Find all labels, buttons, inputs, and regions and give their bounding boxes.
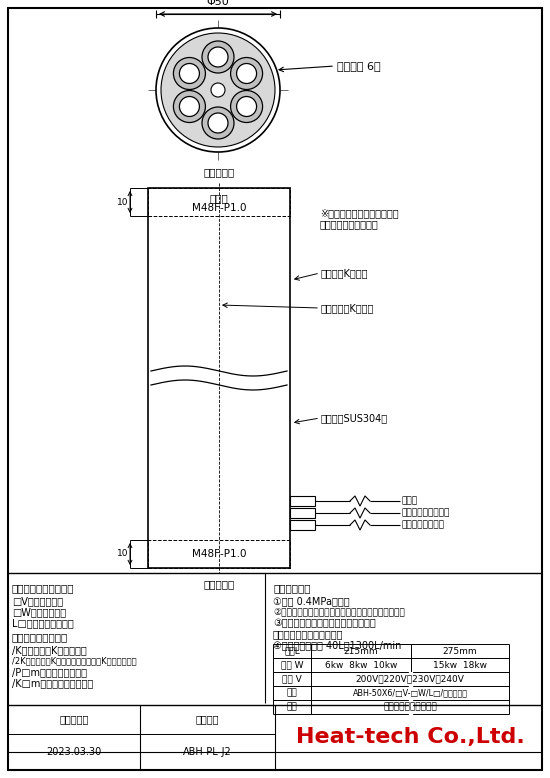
Circle shape xyxy=(156,28,280,152)
Circle shape xyxy=(211,83,225,97)
Circle shape xyxy=(208,47,228,67)
Circle shape xyxy=(179,96,200,117)
Text: M48F-P1.0: M48F-P1.0 xyxy=(192,549,246,559)
Text: L□　基準管長の指定: L□ 基準管長の指定 xyxy=(12,618,74,628)
Circle shape xyxy=(179,64,200,83)
Bar xyxy=(148,188,290,568)
Text: 型式: 型式 xyxy=(287,689,298,698)
Text: 熱風吹出口: 熱風吹出口 xyxy=(204,167,235,177)
Circle shape xyxy=(236,64,257,83)
Text: 内ネジ: 内ネジ xyxy=(210,193,228,203)
Text: ①耗圧 0.4MPaです。: ①耗圧 0.4MPaです。 xyxy=(273,596,350,606)
Text: 2023.03.30: 2023.03.30 xyxy=(46,747,102,757)
Text: ③低温気体を供給せずに加熱すると、: ③低温気体を供給せずに加熱すると、 xyxy=(273,618,376,628)
Text: 275mm: 275mm xyxy=(443,647,477,656)
Text: /2K　熱風温度K熱電対と発熱体温度K熱電対の追加: /2K 熱風温度K熱電対と発熱体温度K熱電対の追加 xyxy=(12,656,136,665)
Circle shape xyxy=(230,90,262,122)
Text: 気体供給口: 気体供給口 xyxy=(204,579,235,589)
Text: Φ50: Φ50 xyxy=(207,0,229,7)
Bar xyxy=(290,520,315,530)
Text: 熱風温度熱電対線: 熱風温度熱電対線 xyxy=(402,520,445,530)
Text: ②供給気体はオイルミスト、水源を除去して下さい。: ②供給気体はオイルミスト、水源を除去して下さい。 xyxy=(273,607,405,616)
Text: /P□m　電源線長の指定: /P□m 電源線長の指定 xyxy=(12,667,87,677)
Bar xyxy=(290,496,315,506)
Text: ヒーターが焼損します。: ヒーターが焼損します。 xyxy=(273,629,344,639)
Text: 品名: 品名 xyxy=(287,703,298,712)
Text: 並列大型熱風ヒーター: 並列大型熱風ヒーター xyxy=(383,703,437,712)
Text: 「注意事項」: 「注意事項」 xyxy=(273,583,311,593)
Text: 発熱体　 6本: 発熱体 6本 xyxy=(337,61,381,71)
Text: ABH-50X6/□V-□W/L□/オプション: ABH-50X6/□V-□W/L□/オプション xyxy=(353,689,468,698)
Text: 15kw  18kw: 15kw 18kw xyxy=(433,661,487,670)
Text: ④気体流量範囲　 40L～1300L/min: ④気体流量範囲 40L～1300L/min xyxy=(273,640,402,650)
Text: 金属管（SUS304）: 金属管（SUS304） xyxy=(321,413,388,423)
Bar xyxy=(148,540,290,568)
Text: 図面番号: 図面番号 xyxy=(195,715,219,724)
Circle shape xyxy=(230,58,262,89)
Text: 熱風温度K熱電対: 熱風温度K熱電対 xyxy=(321,268,368,278)
Circle shape xyxy=(161,33,275,147)
Text: □W　電力の指定: □W 電力の指定 xyxy=(12,607,66,617)
Bar xyxy=(290,508,315,518)
Text: □V　電圧の指定: □V 電圧の指定 xyxy=(12,596,63,606)
Circle shape xyxy=(208,113,228,133)
Text: 管長L: 管長L xyxy=(284,647,300,656)
Text: 電力 W: 電力 W xyxy=(280,661,303,670)
Text: 発熱体温度K熱電対: 発熱体温度K熱電対 xyxy=(321,303,375,313)
Text: 特注で作成致します。: 特注で作成致します。 xyxy=(320,219,379,229)
Text: /K　熱風温度K熱電対追加: /K 熱風温度K熱電対追加 xyxy=(12,645,87,655)
Text: 215mm: 215mm xyxy=(344,647,378,656)
Circle shape xyxy=(202,41,234,73)
Text: 「オプション対応」: 「オプション対応」 xyxy=(12,632,68,642)
Circle shape xyxy=(173,58,205,89)
Circle shape xyxy=(173,90,205,122)
Circle shape xyxy=(202,107,234,139)
Circle shape xyxy=(236,96,257,117)
Text: 電圧 V: 電圧 V xyxy=(282,675,302,684)
Text: 10: 10 xyxy=(117,198,128,206)
Text: ABH-PL-J2: ABH-PL-J2 xyxy=(183,747,232,757)
Text: 「発注時の仕様指定」: 「発注時の仕様指定」 xyxy=(12,583,74,593)
Text: 200V、220V、230V、240V: 200V、220V、230V、240V xyxy=(355,675,464,684)
Text: 電源線: 電源線 xyxy=(402,496,418,506)
Text: 10: 10 xyxy=(117,549,128,559)
Text: ※先端のネジ込み継手金具は: ※先端のネジ込み継手金具は xyxy=(320,208,399,218)
Text: 発熱体温度熱電対線: 発熱体温度熱電対線 xyxy=(402,509,450,517)
Text: M48F-P1.0: M48F-P1.0 xyxy=(192,203,246,213)
Bar xyxy=(148,188,290,216)
Text: 6kw  8kw  10kw: 6kw 8kw 10kw xyxy=(325,661,397,670)
Text: 製図年月日: 製図年月日 xyxy=(59,715,89,724)
Text: Heat-tech Co.,Ltd.: Heat-tech Co.,Ltd. xyxy=(296,727,524,748)
Text: /K□m　熱電対線長の指定: /K□m 熱電対線長の指定 xyxy=(12,678,94,688)
